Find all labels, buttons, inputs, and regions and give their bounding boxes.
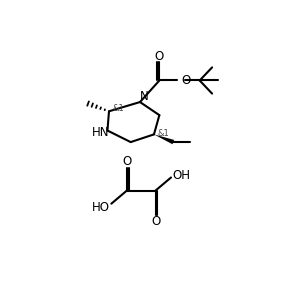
Text: &1: &1 — [157, 129, 169, 138]
Text: O: O — [122, 155, 131, 168]
Text: OH: OH — [173, 169, 191, 182]
Text: N: N — [140, 90, 148, 103]
Text: &1: &1 — [112, 105, 124, 113]
Text: O: O — [155, 50, 164, 63]
Polygon shape — [154, 135, 174, 144]
Text: HO: HO — [91, 201, 110, 214]
Text: O: O — [151, 215, 160, 228]
Text: HN: HN — [92, 126, 109, 139]
Text: O: O — [181, 74, 190, 87]
